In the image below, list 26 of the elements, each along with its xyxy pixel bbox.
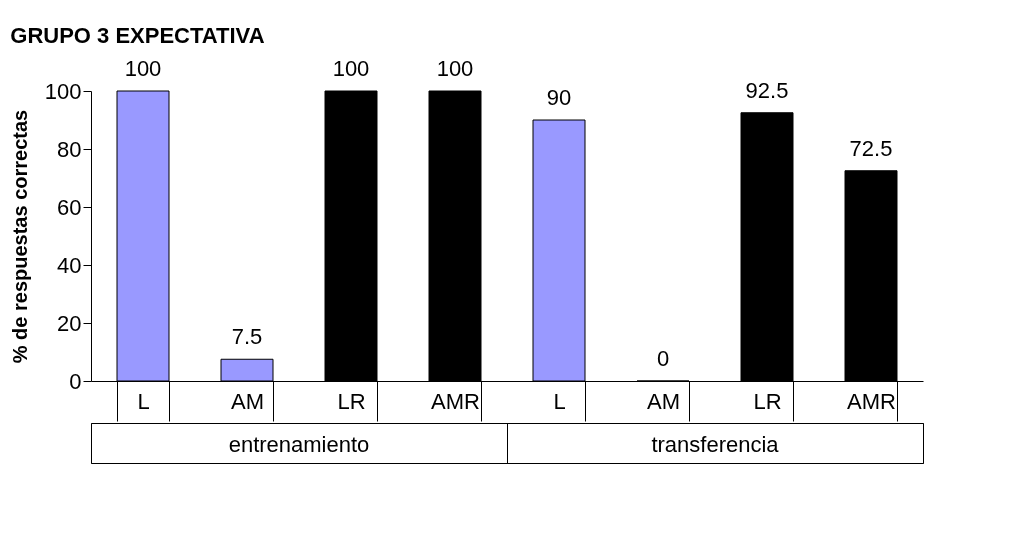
- y-tick-label: 0: [69, 368, 82, 394]
- x-tick-label: LR: [337, 388, 366, 414]
- data-label: 100: [332, 56, 370, 81]
- text: entrenamiento: [228, 432, 370, 457]
- text: transferencia: [651, 432, 780, 457]
- x-tick-label: AM: [231, 388, 264, 414]
- data-label: 72.5: [849, 135, 893, 161]
- data-label: 7.5: [231, 324, 263, 350]
- y-tick-label: 20: [57, 310, 82, 336]
- data-label: 100: [436, 56, 474, 81]
- y-tick-label: 40: [57, 252, 82, 278]
- x-tick-label: AMR: [847, 388, 896, 414]
- y-tick-label: 80: [57, 136, 82, 162]
- x-tick-label: AM: [647, 388, 680, 414]
- data-label: 92.5: [745, 77, 789, 103]
- x-tick-label: LR: [753, 388, 782, 414]
- data-label: 100: [124, 56, 162, 81]
- data-label: 0: [656, 346, 670, 371]
- y-axis-title: % de respuestas correctas: [8, 109, 31, 364]
- y-tick-label: 60: [57, 194, 82, 220]
- chart-title: GRUPO 3 EXPECTATIVA: [10, 23, 265, 48]
- data-label: 90: [546, 85, 572, 110]
- x-tick-label: L: [553, 388, 566, 414]
- x-tick-label: L: [137, 388, 150, 414]
- y-tick-label: 100: [44, 78, 82, 104]
- x-tick-label: AMR: [431, 388, 480, 414]
